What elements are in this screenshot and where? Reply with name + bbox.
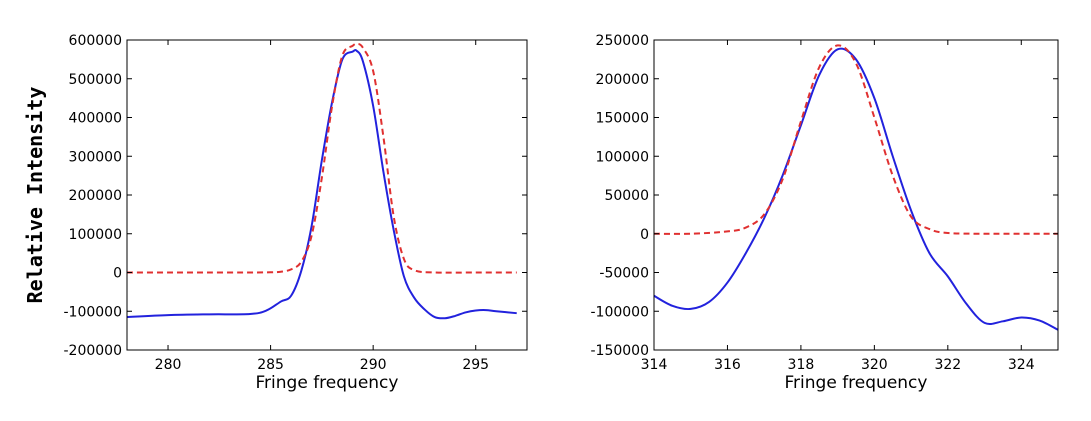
x-axis-label: Fringe frequency <box>256 373 399 393</box>
y-tick-label: 200000 <box>596 72 649 88</box>
y-tick-label: -100000 <box>591 304 650 320</box>
x-tick-label: 285 <box>257 357 284 373</box>
plot-frame <box>653 39 1059 351</box>
x-tick-label: 318 <box>788 357 815 373</box>
y-tick-label: -150000 <box>591 343 650 359</box>
y-tick-label: 200000 <box>69 188 122 204</box>
y-tick-label: 300000 <box>69 149 122 165</box>
left-chart: 280 285 290 295 -200000 -100000 0 100000 200000 3… <box>64 33 528 393</box>
measured-curve-solid <box>654 47 1058 331</box>
y-tick-label: 100000 <box>69 227 122 243</box>
y-tick-label: 0 <box>113 266 122 282</box>
x-tick-label: 280 <box>155 357 182 373</box>
fit-curve-dashed <box>654 44 1058 235</box>
x-tick-label: 314 <box>641 357 668 373</box>
x-tick-label: 320 <box>861 357 888 373</box>
plot-frame <box>126 39 528 351</box>
y-tick-label: 100000 <box>596 149 649 165</box>
y-tick-label: 500000 <box>69 72 122 88</box>
right-chart: 314 316 318 320 322 324 -150000 -100000 -50000 0 5… <box>591 33 1059 393</box>
y-tick-label: 0 <box>640 227 649 243</box>
y-tick-label: 150000 <box>596 111 649 127</box>
y-tick-label: 400000 <box>69 111 122 127</box>
y-tick-label: -100000 <box>64 304 123 320</box>
y-tick-label: -200000 <box>64 343 123 359</box>
measured-curve-solid <box>127 49 517 320</box>
y-tick-label: -50000 <box>599 266 649 282</box>
x-tick-label: 316 <box>714 357 741 373</box>
y-tick-label: 50000 <box>604 188 649 204</box>
x-tick-label: 295 <box>462 357 489 373</box>
x-axis-label: Fringe frequency <box>785 373 928 393</box>
y-tick-label: 250000 <box>596 33 649 49</box>
x-tick-label: 322 <box>934 357 961 373</box>
x-tick-label: 324 <box>1008 357 1035 373</box>
shared-y-axis-label: Relative Intensity <box>23 87 47 304</box>
x-tick-label: 290 <box>360 357 387 373</box>
y-tick-label: 600000 <box>69 33 122 49</box>
